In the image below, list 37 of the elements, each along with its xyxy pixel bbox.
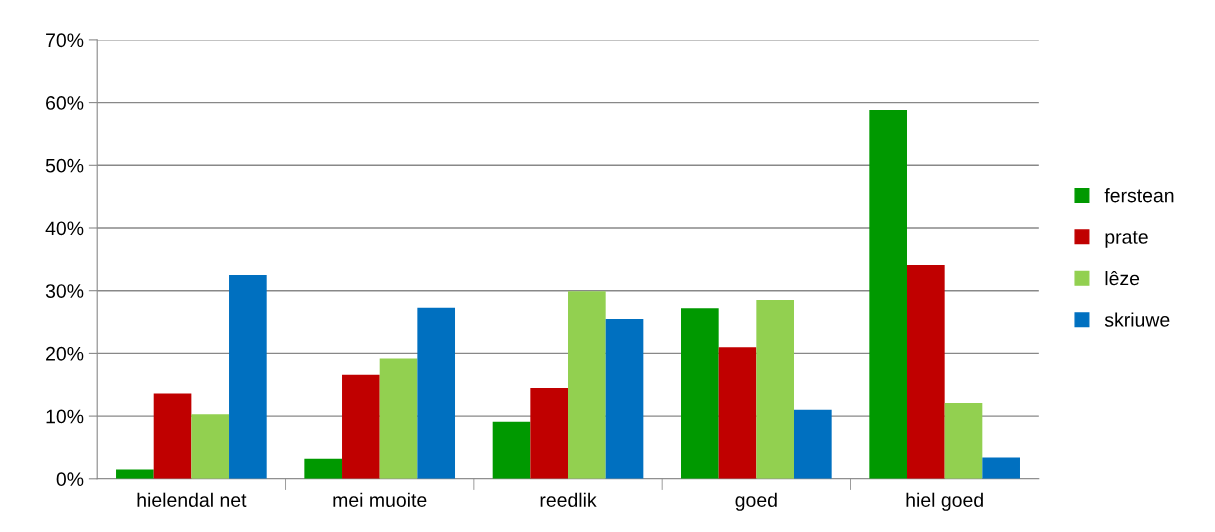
bar [794, 409, 832, 479]
x-tick-label: reedlik [540, 492, 597, 507]
bar [229, 275, 267, 479]
y-tick-label: 50% [45, 158, 84, 173]
bar [982, 457, 1020, 479]
bar [191, 414, 230, 479]
x-tick-label: hiel goed [906, 492, 983, 511]
legend-label: ferstean [1104, 188, 1174, 203]
bar [116, 469, 154, 479]
bar [756, 300, 794, 479]
x-tick-label: goed [735, 492, 777, 511]
y-tick-label: 20% [46, 346, 84, 361]
bar [605, 318, 644, 479]
legend-label: skriuwe [1104, 312, 1170, 327]
y-tick-label: 60% [46, 96, 84, 110]
x-tick-label: mei muoite [333, 492, 427, 507]
bar [944, 402, 983, 479]
y-tick-label: 70% [46, 33, 84, 48]
bar [718, 347, 757, 479]
bar [304, 458, 343, 479]
bar [153, 393, 192, 479]
bar [342, 374, 380, 479]
bar [530, 387, 569, 479]
bar [869, 110, 907, 479]
bar [681, 308, 719, 479]
bar [379, 358, 418, 479]
bar [568, 291, 606, 479]
y-tick-label: 10% [46, 409, 84, 424]
bar [417, 307, 456, 479]
legend-label: prate [1105, 231, 1148, 248]
bar [907, 264, 945, 479]
y-tick-label: 40% [45, 221, 84, 236]
y-tick-label: 30% [45, 284, 84, 298]
x-tick-label: hielendal net [137, 492, 247, 507]
bar [492, 421, 531, 479]
y-tick-label: 0% [56, 472, 84, 487]
legend-label: lêze [1105, 270, 1140, 286]
